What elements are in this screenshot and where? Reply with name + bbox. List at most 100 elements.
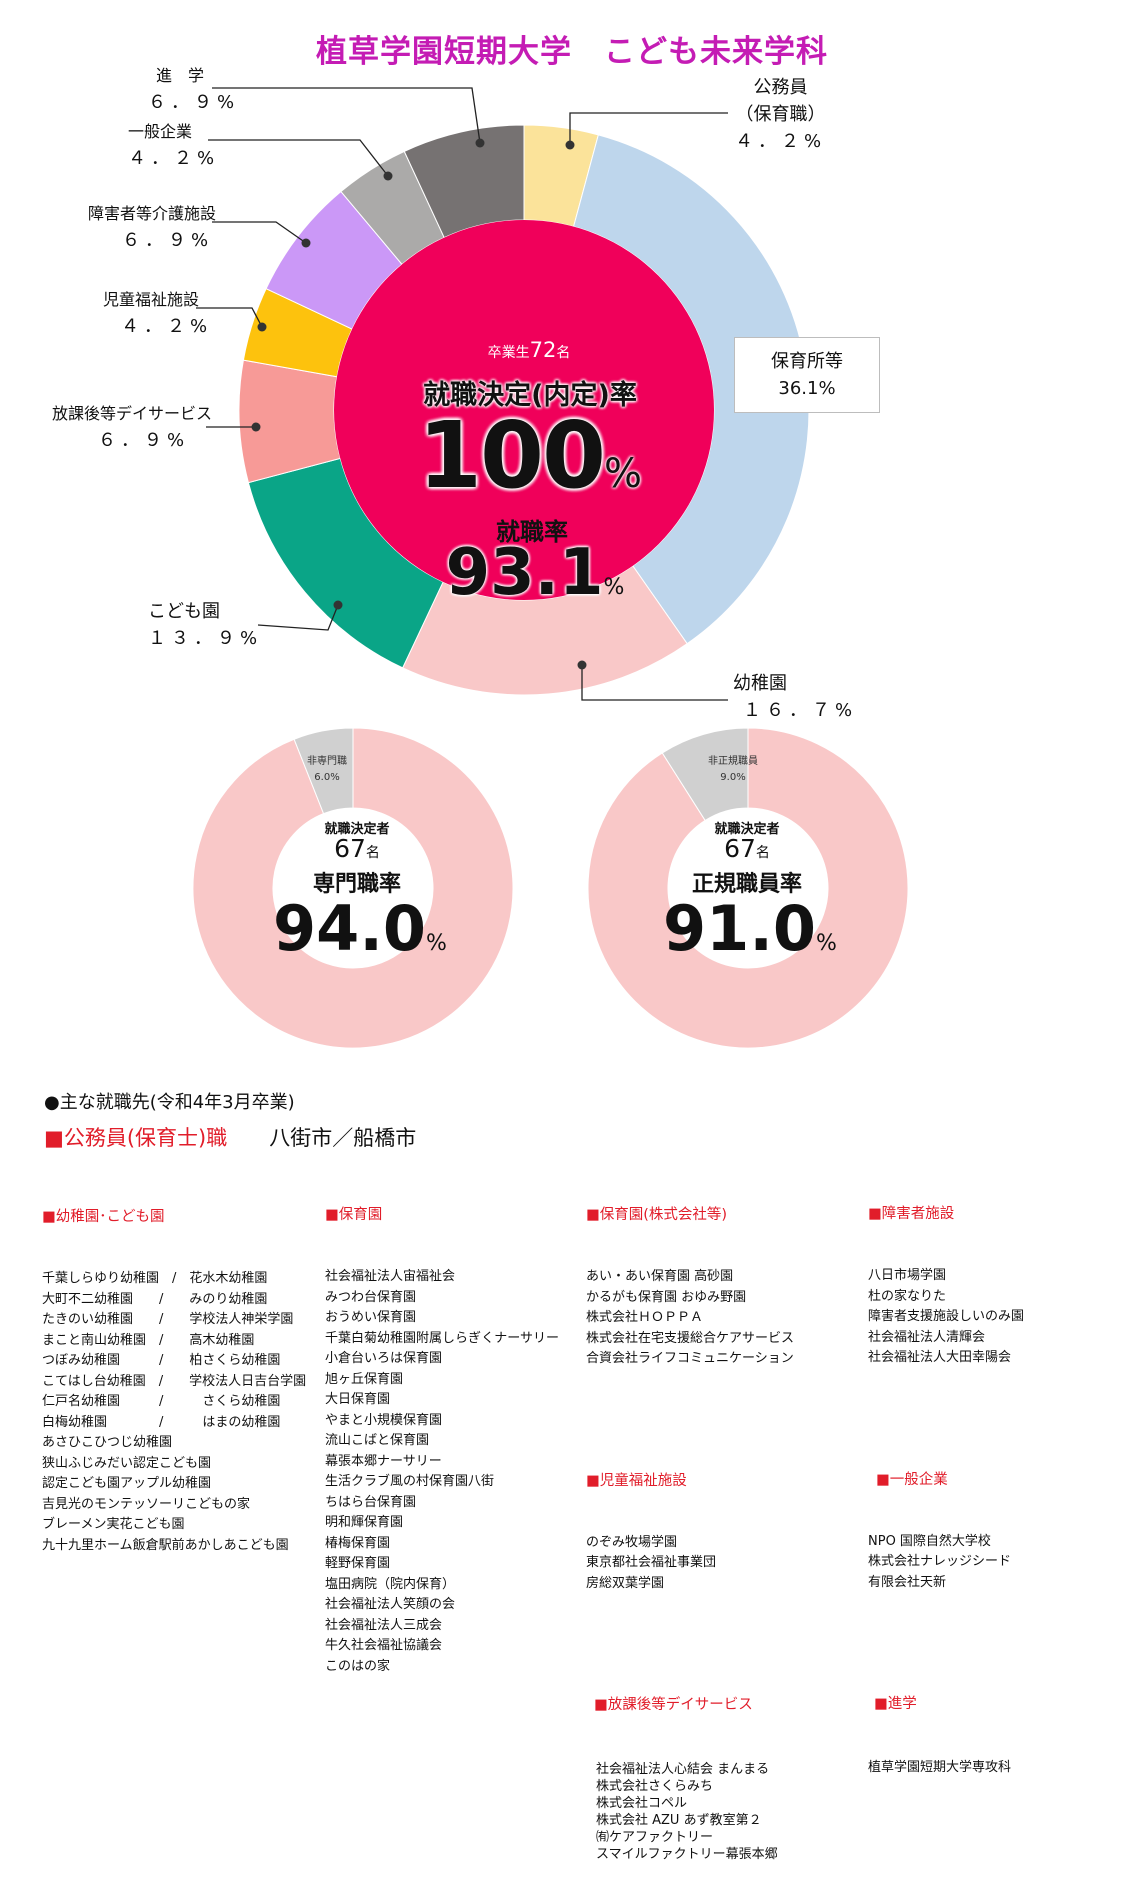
leader-line [212,221,307,244]
leader-dot [383,171,393,181]
employer-item: みつわ台保育園 [325,1289,417,1305]
employer-item: 仁戸名幼稚園 / さくら幼稚園 [42,1394,281,1409]
leader-line [569,112,728,145]
leader-dot [301,238,311,248]
section-head-child-welfare: ■児童福祉施設 [586,1472,687,1489]
employer-column-other: ■障害者施設 八日市場学園 杜の家なりた 障害者支援施設しいのみ園 社会福祉法人清輝会… [868,1162,1024,1799]
employer-list: のぞみ牧場学園 東京都社会福祉事業団 房総双葉学園 [586,1533,794,1595]
specialist-rate-donut [192,727,514,1049]
employer-item: 吉見光のモンテッソーリこどもの家 [42,1496,251,1512]
leader-line [208,139,389,177]
employer-list: 社会福祉法人心結会 まんまる 株式会社さくらみち 株式会社コペル株式会社 AZU あ… [596,1761,794,1863]
employer-item: 牛久社会福祉協議会 [325,1638,443,1653]
employer-item: スマイルファクトリー幕張本郷 [596,1847,778,1862]
public-servant-label: ■公務員(保育士)職 [44,1126,228,1150]
employer-item: 幕張本郷ナーサリー [325,1453,442,1469]
leader-dot [475,138,485,148]
employer-item: 千葉白菊幼稚園附属しらぎくナーサリー [325,1330,560,1346]
employer-item: 株式会社さくらみち [596,1779,714,1794]
leader-line [212,87,481,144]
leader-dot [565,140,575,150]
section-head-disability: ■障害者施設 [868,1206,955,1222]
employer-item: 大日保育園 [325,1392,391,1407]
employer-list: NPO 国際自然大学校株式会社ナレッジシード 有限会社天新 [868,1532,1024,1594]
employer-item: ㈲ケアファクトリー [596,1830,714,1845]
non-specialist-label: 非専門職 6.0% [307,756,347,783]
employer-list: 植草学園短期大学専攻科 [868,1758,1024,1779]
leader-line [581,665,728,701]
label-shougai: 障害者等介護施設 ６．９% [88,204,217,251]
employer-item: 杜の家なりた [868,1288,947,1304]
employment-rate-value: 93.1% [445,536,625,610]
employer-list: あい・あい保育園 高砂園 かるがも保育園 おゆみ野園 株式会社ＨＯＰＰＡ 株式会社在宅… [586,1267,794,1370]
main-donut-chart [196,87,810,701]
slice-1 [572,134,810,645]
employer-item: 塩田病院（院内保育） [325,1576,456,1592]
decision-rate-value: 100% [417,402,643,509]
label-jidou: 児童福祉施設 ４．２% [103,290,213,337]
section-head-general-company: ■一般企業 [876,1471,948,1488]
employer-item: かるがも保育園 おゆみ野園 [586,1289,747,1305]
employer-item: ちはら台保育園 [325,1494,417,1510]
employer-item: おうめい保育園 [325,1310,417,1325]
leader-line [196,307,263,328]
employer-item: 株式会社在宅支援総合ケアサービス [586,1330,795,1346]
donut2-rate-value: 94.0% [273,892,447,965]
leader-dot [251,422,261,432]
employer-list: 社会福祉法人宙福祉会 みつわ台保育園 おうめい保育園 千葉白菊幼稚園附属しらぎくナーサ… [325,1267,559,1677]
section-head-nursery-company: ■保育園(株式会社等) [586,1207,728,1223]
employer-column-kindergarten: ■幼稚園･こども園 千葉しらゆり幼稚園 / 花水木幼稚園 大町不二幼稚園 / みの… [42,1165,306,1577]
employer-item: 軽野保育園 [325,1556,391,1571]
employer-item: 房総双葉学園 [586,1575,665,1591]
donut3-count: 67名 [724,834,770,863]
employer-item: 小倉台いろは保育園 [325,1351,443,1366]
donut2-rate-label: 専門職率 [312,872,401,897]
employer-item: 株式会社コペル [596,1796,688,1811]
employment-rate-label: 就職率 [496,518,568,546]
employer-item: 有限会社天新 [868,1574,947,1590]
employer-item: NPO 国際自然大学校 [868,1533,991,1549]
employer-item: 流山こばと保育園 [325,1433,430,1448]
employer-item: 社会福祉法人心結会 まんまる [596,1762,770,1777]
label-ippan: 一般企業 ４．２% [128,122,220,169]
donut3-rate-value: 91.0% [663,892,837,965]
label-houkago: 放課後等デイサービス ６．９% [52,404,213,451]
leader-dot [577,660,587,670]
employer-item: このはの家 [325,1658,391,1674]
employer-list: 八日市場学園 杜の家なりた 障害者支援施設しいのみ園 社会福祉法人清輝会 社会福祉法人大… [868,1266,1024,1369]
label-youchien: 幼稚園 １６．７% [733,673,858,721]
employer-item: 障害者支援施設しいのみ園 [868,1309,1025,1324]
employer-item: 株式会社 AZU あず教室第２ [596,1813,762,1828]
donut-center [273,808,433,968]
leader-dot [333,600,343,610]
employer-item: ブレーメン実花こども園 [42,1517,185,1532]
label-kodomoen: こども園 １３．９% [148,601,263,649]
donut2-count: 67名 [334,834,380,863]
leader-line [257,604,339,631]
employer-item: 千葉しらゆり幼稚園 / 花水木幼稚園 [42,1271,268,1286]
employer-item: 狭山ふじみだい認定こども園 [42,1455,212,1471]
employers-header: ●主な就職先(令和4年3月卒業) [44,1092,295,1113]
label-hoiku: 保育所等 36.1% [734,337,880,413]
section-head-nursery: ■保育園 [325,1207,383,1223]
employer-item: まこと南山幼稚園 / 高木幼稚園 [42,1332,255,1348]
label-shingaku: 進 学 ６．９% [148,66,240,113]
employer-item: 社会福祉法人大田幸陽会 [868,1350,1012,1365]
employer-column-nursery: ■保育園 社会福祉法人宙福祉会 みつわ台保育園 おうめい保育園 千葉白菊幼稚園附属しら… [325,1163,559,1698]
employer-item: 旭ヶ丘保育園 [325,1371,404,1387]
page-title: 植草学園短期大学 こども未来学科 [316,34,828,70]
donut2-top-label: 就職決定者 [324,822,390,837]
employer-item: 明和輝保育園 [325,1515,404,1530]
section-head-kindergarten: ■幼稚園･こども園 [42,1209,165,1225]
employer-item: たきのい幼稚園 / 学校法人神栄学園 [42,1312,294,1327]
employer-item: 株式会社ナレッジシード [868,1554,1012,1569]
employer-item: 白梅幼稚園 / はまの幼稚園 [42,1414,281,1430]
public-servant-row: ■公務員(保育士)職 八街市／船橋市 [44,1122,416,1152]
employer-item: 合資会社ライフコミュニケーション [586,1351,794,1366]
donut-center [668,808,828,968]
section-head-after-school: ■放課後等デイサービス [594,1697,753,1713]
label-koumuin: 公務員 （保育職） ４．２% [735,77,827,152]
employer-item: 大町不二幼稚園 / みのり幼稚園 [42,1291,268,1307]
employer-item: やまと小規模保育園 [325,1412,443,1428]
public-servant-places: 八街市／船橋市 [269,1126,417,1150]
